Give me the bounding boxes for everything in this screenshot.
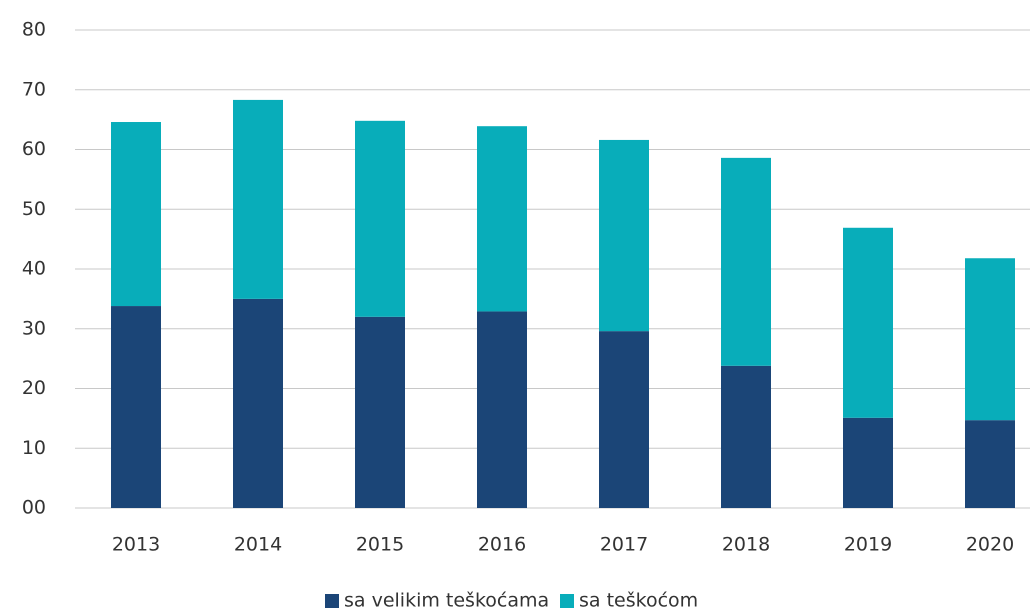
legend-swatch — [325, 594, 339, 608]
bar-segment — [965, 420, 1015, 508]
y-tick-label: 60 — [22, 138, 46, 160]
bar-segment — [233, 99, 283, 299]
bar-segment — [965, 258, 1015, 421]
y-tick-label: 00 — [22, 497, 46, 519]
y-tick-label: 40 — [22, 258, 46, 280]
y-tick-label: 50 — [22, 198, 46, 220]
bar-segment — [233, 298, 283, 508]
x-tick-label: 2015 — [356, 534, 404, 556]
bar-segment — [355, 316, 405, 508]
bar-segment — [843, 417, 893, 508]
x-tick-label: 2013 — [112, 534, 160, 556]
bar-segment — [721, 157, 771, 366]
y-tick-label: 70 — [22, 78, 46, 100]
y-tick-label: 30 — [22, 317, 46, 339]
y-tick-label: 10 — [22, 437, 46, 459]
x-tick-label: 2018 — [722, 534, 770, 556]
bar-segment — [599, 139, 649, 332]
bar-segment — [721, 365, 771, 508]
bar-segment — [843, 227, 893, 418]
x-tick-label: 2017 — [600, 534, 648, 556]
bar-segment — [355, 120, 405, 317]
legend-label: sa teškoćom — [579, 590, 698, 611]
bar-segment — [477, 126, 527, 312]
bar-segment — [111, 122, 161, 307]
legend-label: sa velikim teškoćama — [344, 590, 549, 611]
bar-segment — [111, 306, 161, 508]
bar-segment — [477, 311, 527, 508]
legend-swatch — [560, 594, 574, 608]
x-tick-label: 2014 — [234, 534, 282, 556]
y-tick-label: 80 — [22, 19, 46, 41]
x-tick-label: 2016 — [478, 534, 526, 556]
bar-segment — [599, 331, 649, 508]
x-tick-label: 2019 — [844, 534, 892, 556]
y-tick-label: 20 — [22, 377, 46, 399]
x-tick-label: 2020 — [966, 534, 1014, 556]
